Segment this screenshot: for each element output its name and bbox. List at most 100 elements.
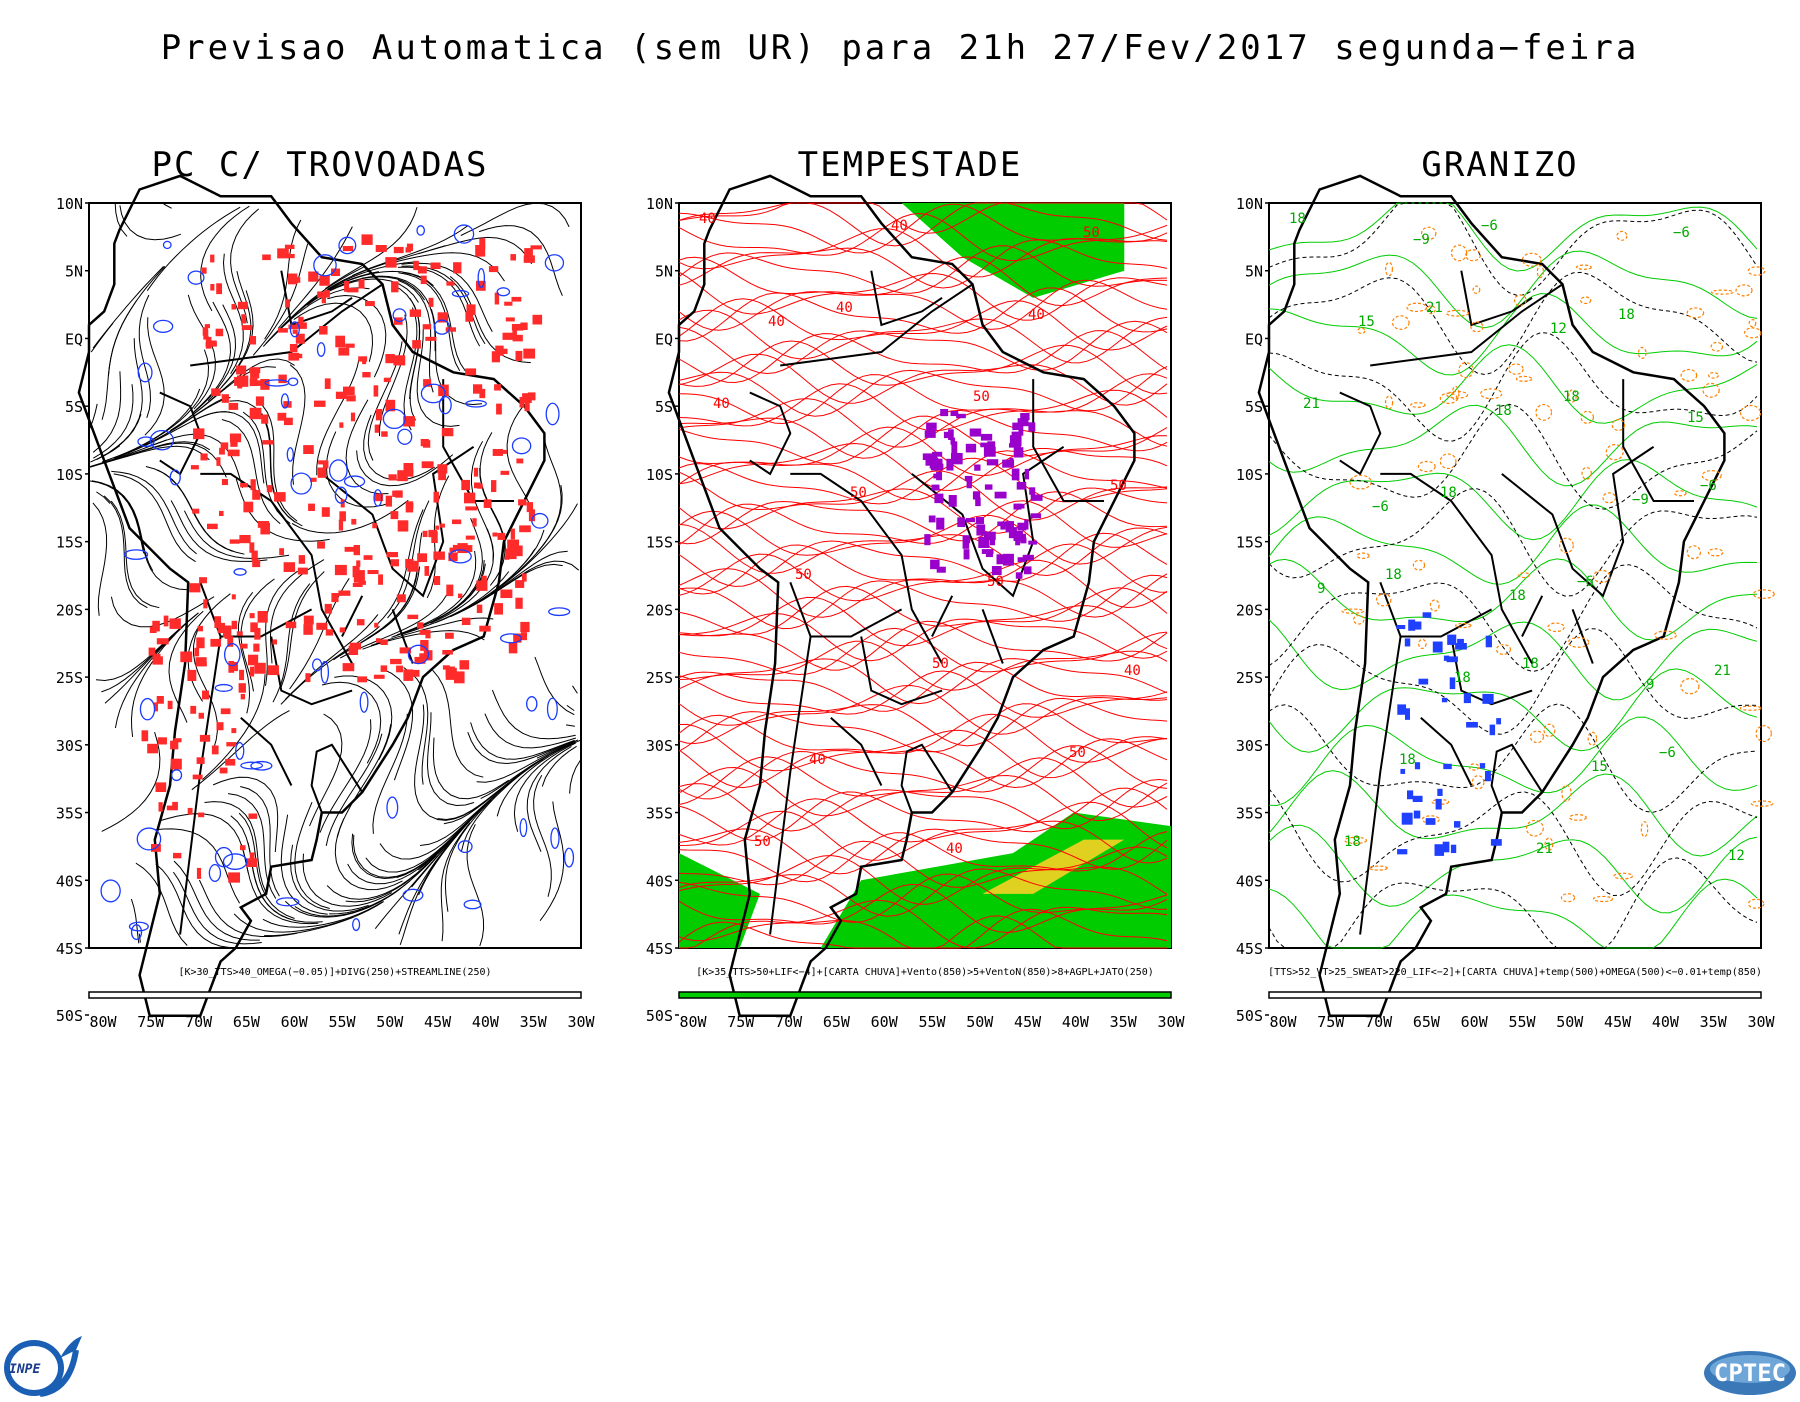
mask-cell: [390, 511, 399, 520]
mask-cell: [153, 653, 161, 663]
mask-cell: [357, 676, 368, 683]
mask-cell: [519, 397, 525, 408]
longitude-label: 35W: [1700, 1013, 1728, 1031]
mask-cell: [211, 388, 221, 396]
streamline: [145, 466, 233, 552]
streamline: [149, 433, 244, 489]
mask-cell: [449, 547, 457, 552]
mask-cell: [515, 580, 525, 588]
mask-cell: [511, 324, 524, 331]
mask-cell: [520, 322, 528, 330]
streamline: [398, 827, 465, 935]
temp850-contour: [1375, 593, 1392, 607]
latitude-label: 5N: [65, 263, 83, 281]
mask-cell: [170, 740, 179, 750]
temp850-contour: [1592, 895, 1614, 903]
streamline: [198, 879, 298, 937]
mask-cell: [465, 535, 475, 540]
latitude-labels: 10N 5N EQ 5S 10S 15S 20S 25S 30S 35S 40S 45S 50S: [1236, 195, 1269, 1025]
mask-cell: [1434, 844, 1445, 856]
mask-cell: [1466, 722, 1478, 728]
mask-cell: [196, 637, 205, 649]
divergence-contour: [334, 486, 348, 504]
divergence-contour: [313, 254, 337, 277]
mask-cell: [507, 539, 520, 551]
mask-cell: [210, 638, 222, 647]
panel-thunderstorms: PC C/ TROVOADAS 10N 5N EQ 5S 10S 15S 20S 25S 30S…: [40, 145, 600, 1045]
country-border: [1359, 636, 1402, 935]
country-border: [1450, 636, 1533, 706]
mask-cell: [475, 245, 486, 257]
continent-outline: [1257, 174, 1726, 1017]
streamline: [111, 470, 197, 555]
mask-cell: [158, 802, 163, 812]
mask-cell: [403, 669, 414, 681]
temp850-contour: [1560, 893, 1576, 903]
latitude-label: 20S: [56, 601, 83, 619]
divergence-contour: [289, 321, 300, 338]
streamline: [432, 737, 510, 800]
temp850-contour: [1544, 837, 1554, 851]
mask-cell: [254, 662, 266, 674]
mask-cell: [342, 246, 354, 252]
mask-cell: [399, 647, 412, 654]
contour-line: [1268, 564, 1758, 673]
streamline: [119, 205, 182, 241]
mask-cell: [156, 638, 169, 645]
contour-line: [1268, 628, 1758, 735]
mask-cell: [219, 510, 224, 517]
temp850-contour: [1579, 296, 1592, 305]
streamline: [484, 713, 577, 749]
mask-cell: [200, 453, 208, 461]
mask-cell: [476, 280, 486, 291]
mask-cell: [1432, 641, 1443, 653]
longitude-label: 50W: [1556, 1013, 1584, 1031]
latitude-label: 40S: [56, 872, 83, 890]
latitude-label: 10N: [56, 195, 83, 213]
longitude-label: 75W: [1317, 1013, 1345, 1031]
temp850-contour: [1357, 327, 1366, 335]
mask-cell: [1017, 522, 1027, 531]
panel-title: TEMPESTADE: [797, 145, 1023, 185]
mask-cell: [975, 497, 981, 507]
mask-cell: [494, 292, 500, 305]
mask-cell: [454, 671, 465, 684]
mask-cell: [523, 255, 535, 263]
mask-cell: [477, 483, 483, 489]
divergence-contour: [137, 436, 155, 448]
mask-cell: [157, 737, 167, 745]
divergence-contour: [171, 769, 183, 782]
mask-cell: [417, 266, 427, 274]
streamline: [240, 578, 275, 692]
divergence-contour: [382, 408, 406, 430]
mask-cell: [1485, 635, 1492, 648]
mask-cell: [1030, 494, 1043, 501]
mask-cell: [407, 502, 414, 509]
mask-cell: [215, 328, 224, 337]
divergence-contour: [139, 697, 156, 721]
mask-cell: [202, 267, 207, 274]
contour-label: 18: [1495, 403, 1512, 419]
mask-cell: [934, 493, 944, 504]
contour-line: [1268, 558, 1758, 641]
contour-line: [678, 828, 1168, 875]
divergence-contour: [343, 475, 366, 488]
mask-cell: [956, 413, 966, 419]
mask-cell: [250, 479, 256, 491]
latitude-label: 15S: [1236, 534, 1263, 552]
mask-cell: [984, 484, 993, 490]
mask-cell: [1411, 621, 1422, 630]
mask-cell: [338, 347, 350, 356]
temp850-contour: [1368, 865, 1388, 871]
divergence-contour: [208, 863, 222, 882]
mask-cell: [374, 493, 384, 502]
mask-cell: [193, 428, 205, 440]
temp850-contour: [1752, 589, 1775, 599]
latitude-label: 25S: [56, 669, 83, 687]
streamline: [262, 901, 384, 928]
streamline: [293, 302, 374, 362]
mask-cell: [1457, 638, 1464, 647]
longitude-label: 75W: [137, 1013, 165, 1031]
streamline: [113, 473, 196, 563]
mask-cell: [442, 650, 453, 655]
